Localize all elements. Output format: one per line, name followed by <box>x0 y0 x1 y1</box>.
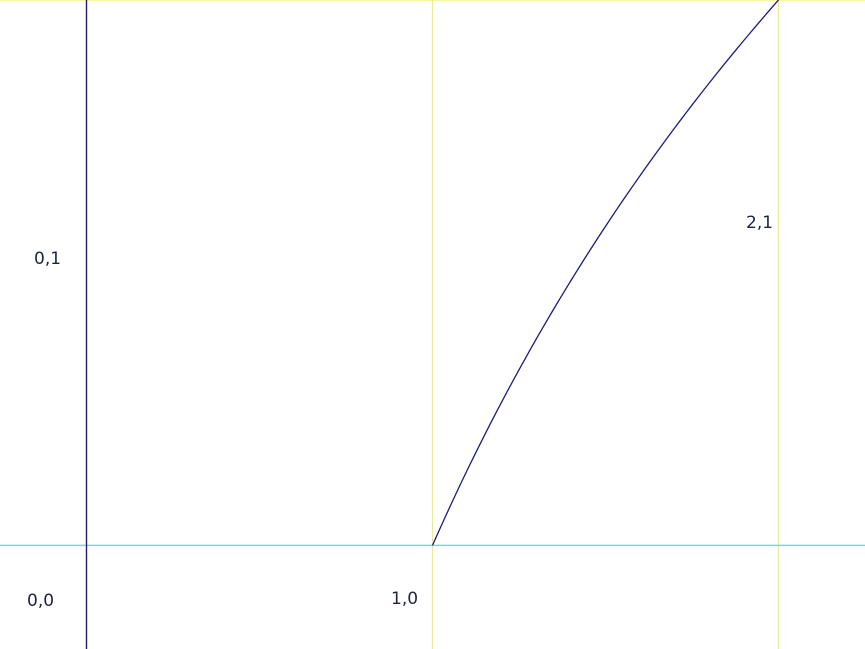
curve-series <box>431 0 779 546</box>
label-y-one: 0,1 <box>34 249 61 269</box>
point-labels: 0,0 0,1 1,0 2,1 <box>27 213 773 611</box>
label-origin: 0,0 <box>27 591 54 611</box>
label-x-one: 1,0 <box>391 589 418 609</box>
curve-line <box>431 0 779 546</box>
label-end-point: 2,1 <box>746 213 773 233</box>
